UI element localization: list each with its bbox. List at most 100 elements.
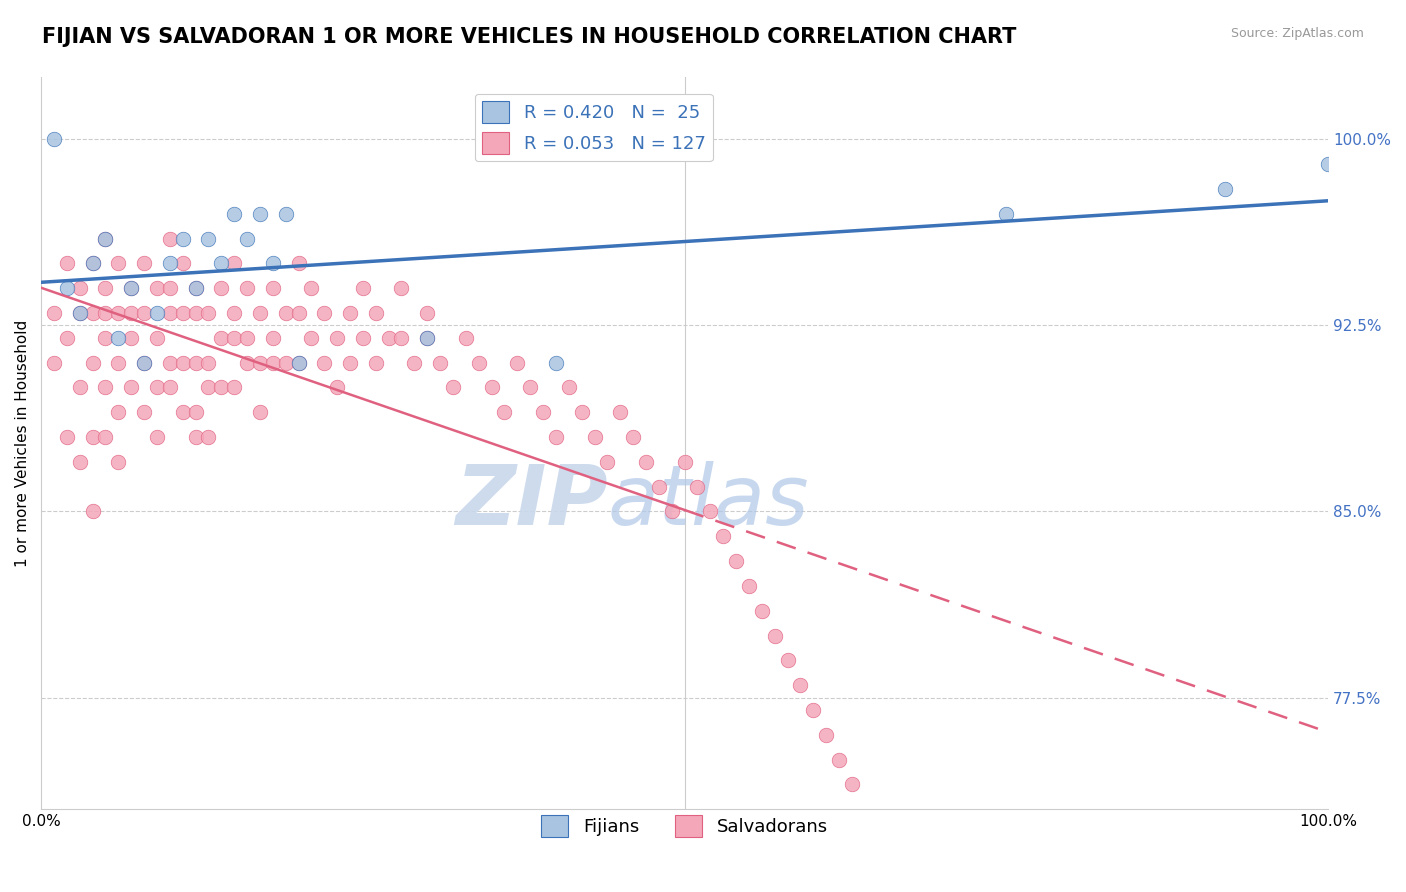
Point: [391, 331, 413, 345]
Point: [751, 604, 773, 618]
Point: [184, 306, 207, 320]
Point: [429, 356, 451, 370]
Point: [314, 356, 336, 370]
Point: [159, 356, 181, 370]
Point: [416, 306, 439, 320]
Point: [69, 306, 91, 320]
Point: [236, 232, 259, 246]
Point: [801, 703, 824, 717]
Point: [352, 331, 374, 345]
Point: [132, 356, 155, 370]
Point: [544, 356, 567, 370]
Point: [132, 356, 155, 370]
Point: [120, 306, 142, 320]
Point: [404, 356, 426, 370]
Point: [42, 356, 65, 370]
Point: [197, 306, 219, 320]
Point: [544, 430, 567, 444]
Point: [82, 256, 104, 270]
Point: [224, 256, 246, 270]
Point: [262, 281, 284, 295]
Point: [699, 504, 721, 518]
Point: [209, 256, 232, 270]
Text: atlas: atlas: [607, 461, 808, 542]
Text: FIJIAN VS SALVADORAN 1 OR MORE VEHICLES IN HOUSEHOLD CORRELATION CHART: FIJIAN VS SALVADORAN 1 OR MORE VEHICLES …: [42, 27, 1017, 46]
Point: [287, 256, 309, 270]
Point: [159, 306, 181, 320]
Point: [146, 430, 169, 444]
Point: [197, 232, 219, 246]
Point: [94, 430, 117, 444]
Point: [531, 405, 554, 419]
Point: [481, 380, 503, 394]
Point: [583, 430, 606, 444]
Point: [197, 356, 219, 370]
Point: [56, 430, 79, 444]
Point: [159, 380, 181, 394]
Point: [352, 281, 374, 295]
Point: [339, 306, 361, 320]
Point: [69, 281, 91, 295]
Point: [274, 207, 297, 221]
Point: [209, 380, 232, 394]
Point: [416, 331, 439, 345]
Point: [197, 430, 219, 444]
Point: [416, 331, 439, 345]
Point: [159, 232, 181, 246]
Text: ZIP: ZIP: [454, 461, 607, 542]
Point: [42, 306, 65, 320]
Point: [82, 256, 104, 270]
Point: [159, 281, 181, 295]
Point: [94, 232, 117, 246]
Point: [661, 504, 683, 518]
Point: [120, 380, 142, 394]
Point: [120, 281, 142, 295]
Point: [56, 331, 79, 345]
Point: [776, 653, 799, 667]
Point: [107, 256, 129, 270]
Point: [146, 281, 169, 295]
Point: [82, 504, 104, 518]
Point: [184, 281, 207, 295]
Point: [467, 356, 489, 370]
Point: [224, 306, 246, 320]
Point: [763, 628, 786, 642]
Point: [391, 281, 413, 295]
Point: [249, 356, 271, 370]
Point: [56, 281, 79, 295]
Point: [725, 554, 748, 568]
Point: [299, 281, 322, 295]
Point: [274, 356, 297, 370]
Point: [262, 256, 284, 270]
Point: [571, 405, 593, 419]
Point: [236, 331, 259, 345]
Point: [287, 356, 309, 370]
Point: [184, 430, 207, 444]
Point: [107, 306, 129, 320]
Point: [454, 331, 477, 345]
Point: [287, 306, 309, 320]
Point: [339, 356, 361, 370]
Point: [94, 281, 117, 295]
Point: [197, 380, 219, 394]
Point: [609, 405, 631, 419]
Point: [686, 480, 709, 494]
Point: [262, 331, 284, 345]
Point: [262, 356, 284, 370]
Point: [364, 306, 387, 320]
Point: [69, 380, 91, 394]
Point: [82, 306, 104, 320]
Point: [132, 306, 155, 320]
Point: [274, 306, 297, 320]
Point: [236, 281, 259, 295]
Point: [299, 331, 322, 345]
Point: [236, 356, 259, 370]
Point: [172, 306, 194, 320]
Point: [159, 256, 181, 270]
Point: [94, 380, 117, 394]
Point: [441, 380, 464, 394]
Point: [209, 281, 232, 295]
Point: [56, 256, 79, 270]
Point: [107, 405, 129, 419]
Point: [841, 777, 863, 791]
